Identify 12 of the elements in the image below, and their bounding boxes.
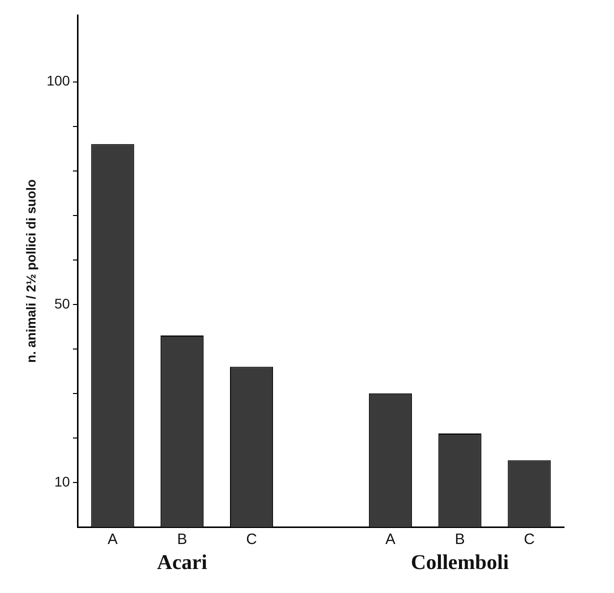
x-tick-label: A bbox=[385, 531, 396, 548]
text: Collemboli bbox=[410, 550, 510, 574]
x-tick-label: C bbox=[524, 531, 535, 548]
x-tick-label: C bbox=[246, 531, 258, 548]
y-tick-label: 50 bbox=[54, 295, 70, 312]
text: Acari bbox=[157, 550, 208, 574]
x-tick-label: B bbox=[177, 531, 188, 548]
y-tick-label: 10 bbox=[54, 473, 70, 490]
x-tick-label: A bbox=[108, 531, 118, 548]
y-tick-label: 100 bbox=[46, 72, 70, 89]
y-axis-title: n. animali / 2½ pollici di suolo bbox=[23, 179, 38, 363]
x-tick-label: B bbox=[454, 531, 465, 548]
